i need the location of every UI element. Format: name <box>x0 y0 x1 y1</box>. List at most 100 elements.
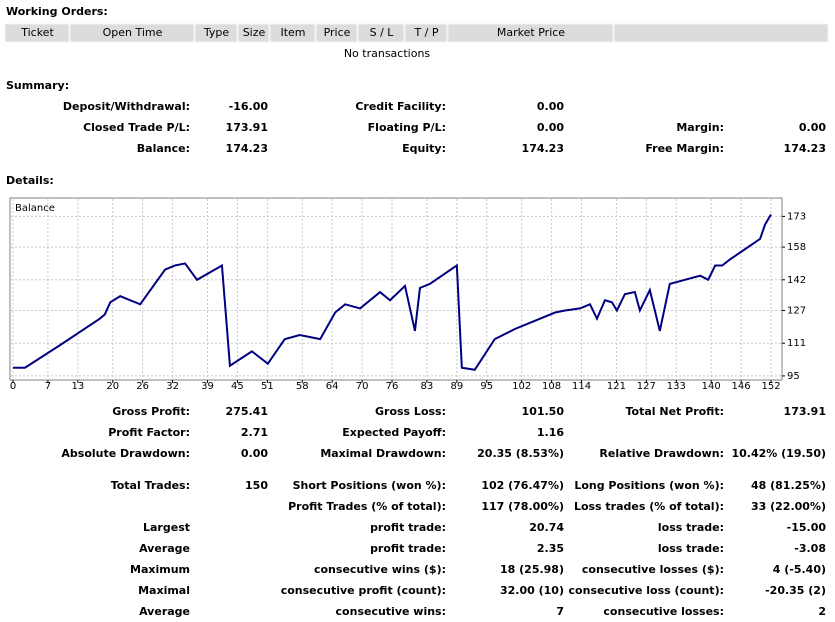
x-tick-label: 51 <box>261 381 274 392</box>
field-value: 174.23 <box>226 142 268 155</box>
column-header: S / L <box>370 26 395 39</box>
field-value: -16.00 <box>229 100 269 113</box>
field-value: 20.35 (8.53%) <box>477 447 564 460</box>
field-label: loss trade: <box>658 521 724 534</box>
field-value: 2.71 <box>241 426 268 439</box>
field-label: consecutive losses: <box>603 605 724 618</box>
field-value: 20.74 <box>529 521 564 534</box>
x-tick-label: 45 <box>231 381 244 392</box>
field-label: loss trade: <box>658 542 724 555</box>
column-header: Price <box>324 26 351 39</box>
x-tick-label: 39 <box>201 381 214 392</box>
x-tick-label: 7 <box>45 381 51 392</box>
x-tick-label: 76 <box>386 381 399 392</box>
field-label: Long Positions (won %): <box>574 479 724 492</box>
y-tick-label: 95 <box>787 371 800 382</box>
x-tick-label: 20 <box>106 381 119 392</box>
y-tick-label: 127 <box>787 305 806 316</box>
header-cell <box>4 23 70 43</box>
header-cell <box>447 23 614 43</box>
field-label: Maximal Drawdown: <box>320 447 446 460</box>
field-label: Margin: <box>676 121 724 134</box>
field-label: Maximal <box>138 584 190 597</box>
field-value: 173.91 <box>784 405 826 418</box>
legend-label: Balance <box>15 203 55 214</box>
field-label: Relative Drawdown: <box>599 447 724 460</box>
header-cell <box>613 23 829 43</box>
field-label: Gross Profit: <box>112 405 190 418</box>
x-tick-label: 64 <box>326 381 339 392</box>
header-cell <box>269 23 316 43</box>
header-cell <box>404 23 448 43</box>
field-value: 1.16 <box>537 426 564 439</box>
x-tick-label: 58 <box>296 381 309 392</box>
field-label: Largest <box>143 521 190 534</box>
field-value: -3.08 <box>794 542 826 555</box>
field-label: Profit Trades (% of total): <box>288 500 446 513</box>
x-tick-label: 0 <box>10 381 16 392</box>
x-tick-label: 127 <box>637 381 656 392</box>
column-header: Item <box>280 26 305 39</box>
field-value: 101.50 <box>522 405 565 418</box>
field-label: consecutive losses ($): <box>582 563 724 576</box>
header-cell <box>357 23 405 43</box>
field-label: Balance: <box>137 142 190 155</box>
x-tick-label: 108 <box>542 381 561 392</box>
field-value: -20.35 (2) <box>765 584 826 597</box>
field-label: Deposit/Withdrawal: <box>63 100 190 113</box>
x-tick-label: 133 <box>667 381 686 392</box>
field-value: 10.42% (19.50) <box>732 447 827 460</box>
field-value: 33 (22.00%) <box>751 500 826 513</box>
section-title: Working Orders: <box>6 5 108 18</box>
column-header: T / P <box>413 26 438 39</box>
x-tick-label: 13 <box>71 381 84 392</box>
x-tick-label: 32 <box>166 381 179 392</box>
empty-message: No transactions <box>344 47 431 60</box>
field-value: 275.41 <box>226 405 268 418</box>
x-tick-label: 140 <box>702 381 721 392</box>
y-tick-label: 158 <box>787 242 806 253</box>
y-tick-label: 142 <box>787 275 806 286</box>
field-value: -15.00 <box>787 521 827 534</box>
field-value: 7 <box>556 605 564 618</box>
x-tick-label: 89 <box>450 381 463 392</box>
chart-frame <box>9 197 783 381</box>
field-value: 0.00 <box>241 447 268 460</box>
field-label: consecutive loss (count): <box>569 584 724 597</box>
field-label: Total Net Profit: <box>626 405 725 418</box>
field-value: 173.91 <box>226 121 268 134</box>
y-tick-label: 173 <box>787 211 806 222</box>
field-label: Closed Trade P/L: <box>83 121 190 134</box>
header-cell <box>69 23 195 43</box>
field-value: 0.00 <box>537 121 564 134</box>
column-header: Market Price <box>497 26 565 39</box>
column-header: Type <box>203 26 229 39</box>
field-label: Maximum <box>130 563 190 576</box>
x-tick-label: 114 <box>572 381 591 392</box>
balance-line <box>13 213 772 371</box>
field-label: Expected Payoff: <box>342 426 446 439</box>
field-value: 2 <box>818 605 826 618</box>
field-label: Profit Factor: <box>108 426 190 439</box>
field-value: 150 <box>245 479 268 492</box>
field-label: consecutive wins: <box>336 605 446 618</box>
field-value: 174.23 <box>522 142 564 155</box>
x-tick-label: 152 <box>761 381 780 392</box>
x-tick-label: 121 <box>607 381 626 392</box>
field-value: 174.23 <box>784 142 826 155</box>
header-cell <box>194 23 238 43</box>
section-title: Details: <box>6 174 54 187</box>
field-label: profit trade: <box>370 542 446 555</box>
header-cell <box>237 23 270 43</box>
field-value: 0.00 <box>799 121 826 134</box>
field-label: Average <box>139 542 190 555</box>
header-cell <box>315 23 358 43</box>
x-tick-label: 83 <box>421 381 434 392</box>
field-label: Short Positions (won %): <box>293 479 446 492</box>
field-label: Average <box>139 605 190 618</box>
field-value: 0.00 <box>537 100 564 113</box>
field-label: Absolute Drawdown: <box>61 447 190 460</box>
field-value: 2.35 <box>537 542 564 555</box>
